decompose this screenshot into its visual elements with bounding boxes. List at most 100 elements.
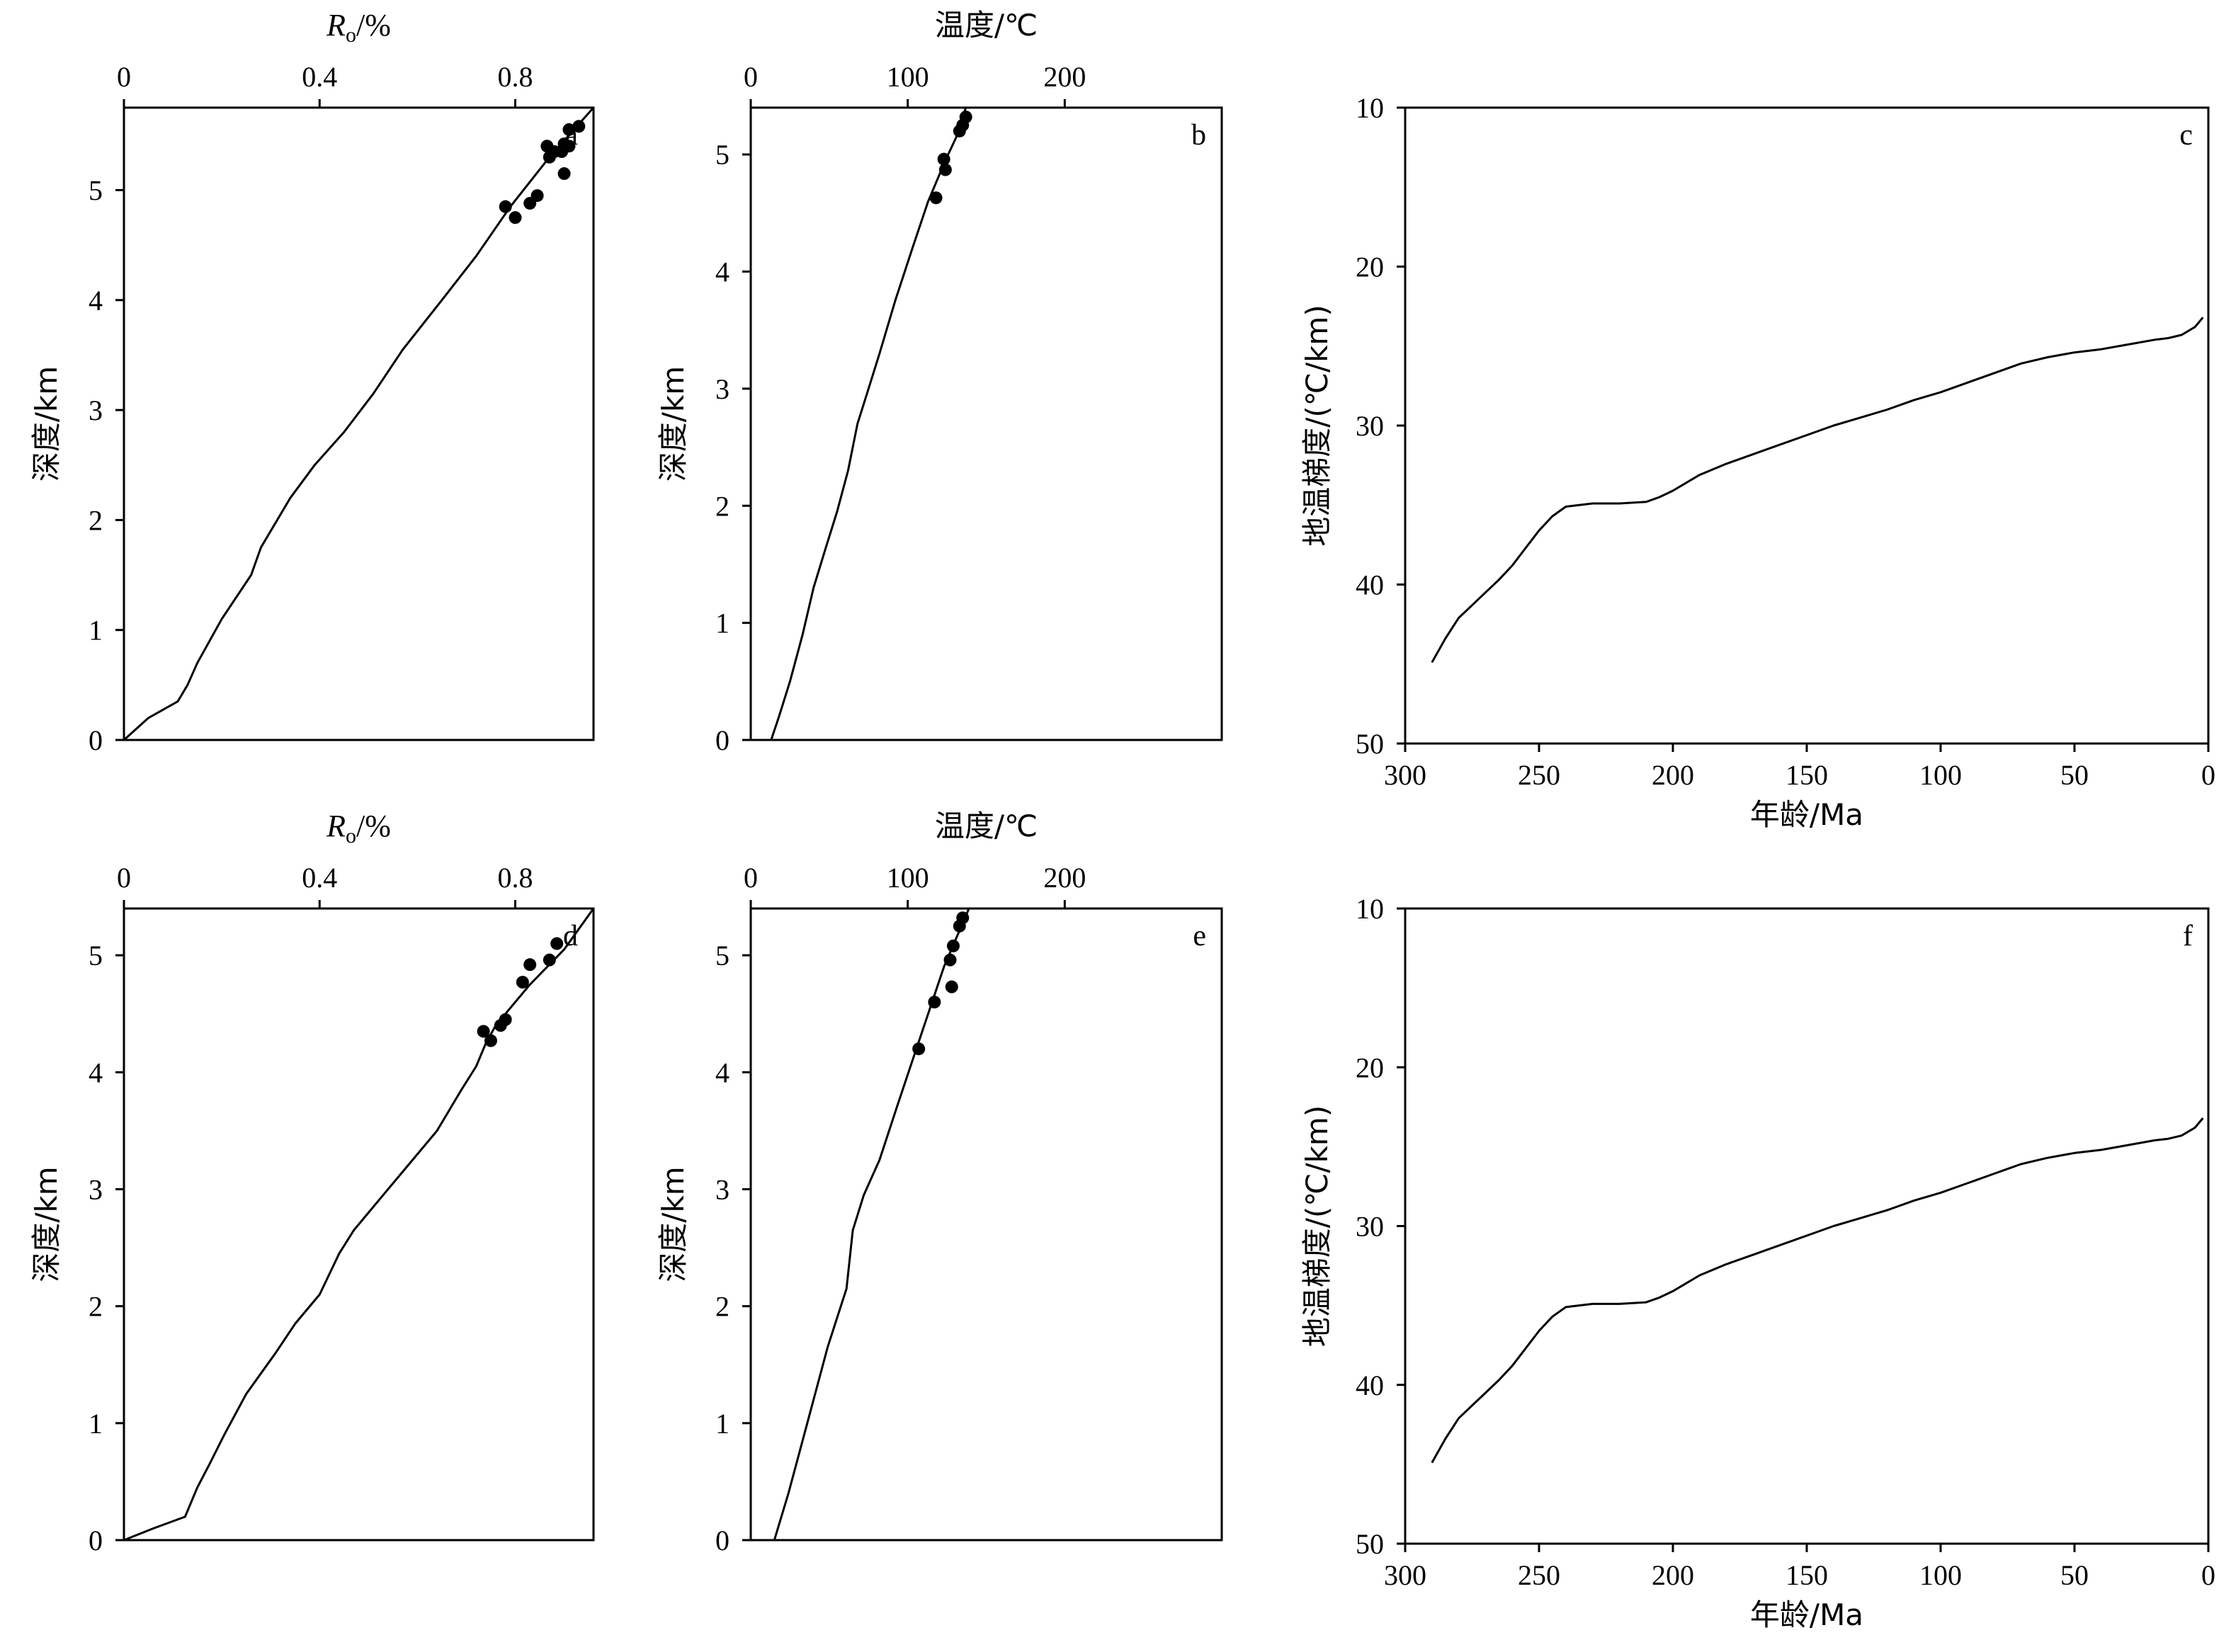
x-tick-label: 200 (1652, 759, 1694, 791)
y-axis-title: 地温梯度/(℃/km) (1300, 304, 1334, 546)
y-axis-title: 深度/km (29, 366, 64, 482)
model-curve (770, 107, 967, 741)
y-tick-label: 4 (89, 1056, 103, 1088)
model-curve (1431, 1117, 2204, 1464)
measured-point (499, 200, 512, 213)
measured-point (945, 980, 958, 993)
y-tick-label: 1 (715, 1408, 730, 1440)
measured-point (516, 976, 529, 989)
plot-frame (1404, 907, 2210, 1545)
measured-point (928, 996, 941, 1009)
x-axis-title-suffix: /% (356, 8, 391, 42)
x-tick-label: 150 (1786, 759, 1828, 791)
x-tick-label: 0 (117, 862, 131, 894)
y-tick-label: 2 (89, 504, 103, 536)
measured-point (943, 953, 957, 967)
y-axis-title: 深度/km (29, 1166, 64, 1282)
measured-point (477, 1025, 490, 1038)
y-tick-label: 1 (715, 608, 730, 639)
panel-letter: f (2183, 920, 2193, 952)
panel-letter: b (1191, 119, 1206, 152)
measured-point (946, 939, 960, 952)
x-axis-title-sub: o (346, 824, 356, 848)
y-tick-label: 50 (1356, 728, 1384, 760)
y-tick-label: 20 (1356, 251, 1384, 283)
x-tick-label: 150 (1786, 1559, 1828, 1591)
y-tick-label: 4 (715, 256, 730, 288)
model-curve (123, 107, 595, 741)
model-curve (1431, 317, 2204, 663)
model-curve (123, 908, 595, 1542)
x-tick-label: 0.4 (302, 61, 337, 93)
y-tick-label: 3 (89, 394, 103, 426)
x-tick-label: 200 (1043, 61, 1086, 93)
measured-point (523, 958, 537, 972)
x-axis-title: 年龄/Ma (1750, 797, 1863, 832)
y-tick-label: 5 (715, 940, 730, 972)
measured-point (937, 152, 950, 166)
x-axis-title-sub: o (346, 23, 356, 47)
plot-frame (123, 106, 595, 741)
plot-frame (749, 106, 1223, 741)
x-tick-label: 300 (1384, 759, 1426, 791)
y-tick-label: 4 (89, 285, 103, 317)
measured-point (929, 191, 943, 205)
x-tick-label: 100 (887, 61, 929, 93)
y-tick-label: 1 (89, 615, 103, 646)
x-tick-label: 50 (2060, 759, 2089, 791)
y-axis-title: 深度/km (656, 366, 691, 482)
x-axis-title-main: R (326, 809, 346, 843)
y-tick-label: 30 (1356, 1211, 1384, 1243)
y-tick-label: 0 (715, 724, 730, 756)
plot-frame (749, 907, 1223, 1542)
x-tick-label: 0 (744, 61, 758, 93)
panel-letter: c (2179, 119, 2193, 152)
x-tick-label: 0.8 (498, 61, 533, 93)
measured-point (572, 120, 586, 133)
panel-c: 300 250 200 150 100 50 0 10 20 30 40 50 年龄/Ma 地温梯度/(℃… (1300, 92, 2215, 832)
measured-point (550, 937, 564, 950)
measured-point (499, 1013, 512, 1026)
measured-point (509, 211, 522, 224)
x-tick-label: 100 (1919, 759, 1962, 791)
y-tick-label: 2 (715, 1291, 730, 1323)
x-axis-title: 年龄/Ma (1750, 1597, 1863, 1632)
x-axis-title-suffix: /% (356, 809, 391, 843)
x-tick-label: 0 (2201, 759, 2215, 791)
model-curve (773, 908, 970, 1541)
y-tick-label: 3 (715, 373, 730, 405)
x-tick-label: 50 (2060, 1559, 2089, 1591)
y-tick-label: 0 (715, 1525, 730, 1556)
measured-point (557, 167, 571, 181)
y-tick-label: 3 (89, 1173, 103, 1205)
x-tick-label: 100 (887, 862, 929, 894)
plot-frame (1404, 106, 2210, 745)
panel-letter: e (1193, 920, 1206, 952)
x-tick-label: 250 (1518, 759, 1560, 791)
y-tick-label: 5 (89, 174, 103, 206)
measured-point (560, 139, 574, 153)
panel-e: 0 100 200 0 1 2 3 4 5 温度/℃ 深度/km e (656, 809, 1223, 1556)
x-axis-title: 温度/℃ (935, 809, 1038, 843)
y-tick-label: 2 (89, 1291, 103, 1323)
x-tick-label: 0 (744, 862, 758, 894)
x-axis-title-main: R (326, 8, 346, 42)
x-tick-label: 250 (1518, 1559, 1560, 1591)
measured-point (530, 189, 544, 203)
y-tick-label: 0 (89, 1525, 103, 1556)
plot-frame (123, 907, 595, 1542)
measured-point (540, 139, 554, 153)
panel-f: 300 250 200 150 100 50 0 10 20 30 40 50 年龄/Ma 地温梯度/(℃… (1300, 893, 2215, 1632)
y-tick-label: 40 (1356, 1369, 1384, 1401)
y-tick-label: 0 (89, 724, 103, 756)
measured-point (938, 163, 952, 176)
x-tick-label: 200 (1043, 862, 1086, 894)
measured-point (956, 911, 970, 925)
measured-point (959, 110, 972, 124)
x-tick-label: 0.4 (302, 862, 337, 894)
y-tick-label: 20 (1356, 1052, 1384, 1083)
measured-point (484, 1034, 497, 1047)
y-tick-label: 40 (1356, 569, 1384, 601)
